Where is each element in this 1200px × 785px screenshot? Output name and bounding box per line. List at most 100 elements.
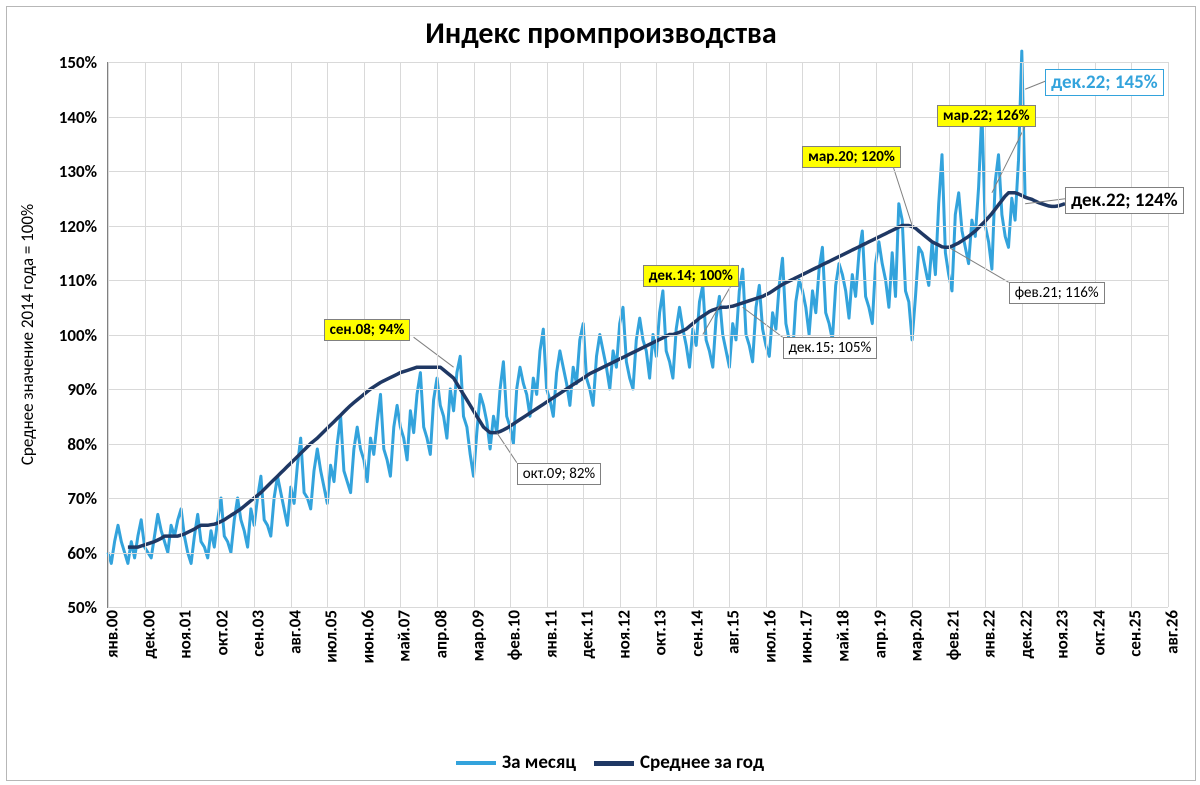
gridline-v (876, 62, 877, 607)
gridline-v (949, 62, 950, 607)
x-tick-label: янв.22 (979, 610, 1000, 658)
gridline-v (912, 62, 913, 607)
gridline-v (985, 62, 986, 607)
chart-title: Индекс промпроизводства (7, 15, 1195, 52)
x-tick-label: ноя.23 (1052, 610, 1073, 659)
gridline-h (108, 498, 1168, 499)
leader-line (1025, 81, 1045, 89)
gridline-v (1022, 62, 1023, 607)
x-tick-label: дек.00 (138, 610, 159, 659)
legend-swatch (594, 761, 634, 766)
x-tick-label: июл.16 (759, 610, 780, 663)
gridline-h (108, 607, 1168, 608)
gridline-h (108, 62, 1168, 63)
series-line (128, 193, 1065, 547)
gridline-v (437, 62, 438, 607)
x-tick-label: апр.08 (430, 610, 451, 658)
x-tick-label: июн.17 (796, 610, 817, 663)
y-tick-label: 90% (27, 379, 97, 400)
series-line (108, 51, 1025, 563)
x-tick-label: окт.24 (1088, 610, 1109, 655)
x-tick-label: май.18 (833, 610, 854, 662)
y-tick-label: 80% (27, 434, 97, 455)
chart-container: Индекс промпроизводства Среднее значение… (6, 6, 1196, 781)
x-tick-label: окт.13 (650, 610, 671, 655)
annotation-label: дек.15; 105% (783, 337, 878, 359)
x-tick-label: окт.02 (211, 610, 232, 655)
x-tick-label: янв.00 (102, 610, 123, 658)
gridline-v (145, 62, 146, 607)
x-tick-label: дек.22 (1015, 610, 1036, 659)
legend: За месяц Среднее за год (7, 751, 1195, 774)
gridline-v (839, 62, 840, 607)
gridline-v (1095, 62, 1096, 607)
x-tick-label: мар.09 (467, 610, 488, 661)
gridline-v (474, 62, 475, 607)
end-label: дек.22; 124% (1065, 187, 1183, 214)
gridline-v (254, 62, 255, 607)
annotation-label: мар.20; 120% (802, 146, 901, 168)
plot-area: сен.08; 94% окт.09; 82% дек.14; 100% дек.15… (107, 62, 1168, 608)
y-tick-label: 100% (27, 325, 97, 346)
x-tick-label: янв.11 (540, 610, 561, 658)
legend-label: За месяц (502, 751, 576, 774)
x-tick-label: авг.15 (723, 610, 744, 654)
y-tick-label: 140% (27, 107, 97, 128)
gridline-v (1058, 62, 1059, 607)
x-tick-label: дек.11 (577, 610, 598, 659)
x-tick-label: сен.25 (1125, 610, 1146, 657)
y-tick-label: 150% (27, 52, 97, 73)
x-tick-label: сен.03 (248, 610, 269, 657)
x-tick-label: фев.21 (942, 610, 963, 660)
gridline-v (620, 62, 621, 607)
x-tick-label: сен.14 (686, 610, 707, 657)
gridline-v (766, 62, 767, 607)
annotation-label: мар.22; 126% (937, 105, 1036, 127)
gridline-v (729, 62, 730, 607)
leader-line (414, 337, 454, 367)
gridline-v (510, 62, 511, 607)
x-tick-label: авг.04 (284, 610, 305, 654)
gridline-v (1168, 62, 1169, 607)
legend-label: Среднее за год (640, 751, 764, 774)
y-tick-label: 70% (27, 488, 97, 509)
gridline-h (108, 171, 1168, 172)
gridline-v (218, 62, 219, 607)
end-label: дек.22; 145% (1045, 69, 1163, 96)
gridline-v (291, 62, 292, 607)
gridline-v (547, 62, 548, 607)
gridline-h (108, 226, 1168, 227)
x-tick-label: фев.10 (504, 610, 525, 660)
x-tick-label: июн.06 (357, 610, 378, 663)
gridline-v (583, 62, 584, 607)
gridline-v (108, 62, 109, 607)
gridline-v (181, 62, 182, 607)
annotation-label: фев.21; 116% (1009, 282, 1105, 304)
gridline-v (693, 62, 694, 607)
x-tick-label: авг.26 (1162, 610, 1183, 654)
x-tick-label: мар.20 (906, 610, 927, 661)
gridline-h (108, 280, 1168, 281)
gridline-h (108, 444, 1168, 445)
gridline-h (108, 335, 1168, 336)
gridline-v (802, 62, 803, 607)
annotation-label: окт.09; 82% (517, 463, 601, 485)
gridline-v (656, 62, 657, 607)
y-tick-label: 130% (27, 161, 97, 182)
y-tick-label: 60% (27, 543, 97, 564)
x-tick-label: июл.05 (321, 610, 342, 663)
y-tick-label: 110% (27, 270, 97, 291)
gridline-h (108, 389, 1168, 390)
y-tick-label: 120% (27, 216, 97, 237)
gridline-v (1131, 62, 1132, 607)
leader-line (949, 247, 1009, 282)
annotation-label: сен.08; 94% (324, 319, 411, 341)
x-tick-label: ноя.12 (613, 610, 634, 659)
x-tick-label: ноя.01 (175, 610, 196, 659)
y-tick-label: 50% (27, 597, 97, 618)
annotation-label: дек.14; 100% (643, 265, 739, 287)
x-tick-label: май.07 (394, 610, 415, 662)
legend-swatch (456, 761, 496, 765)
x-tick-label: апр.19 (869, 610, 890, 658)
gridline-h (108, 553, 1168, 554)
